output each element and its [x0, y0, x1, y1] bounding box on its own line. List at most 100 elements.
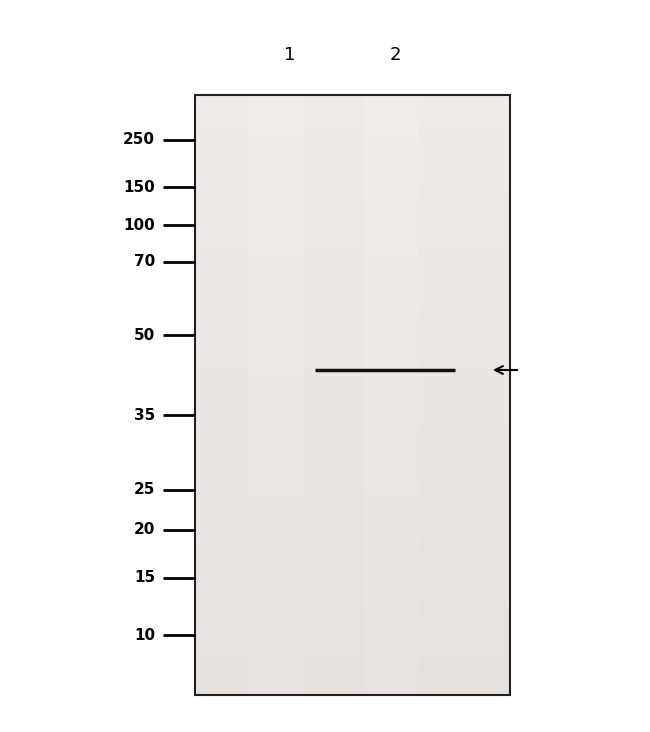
- Bar: [195, 201, 510, 203]
- Bar: [195, 667, 510, 669]
- Bar: [195, 583, 510, 585]
- Bar: [195, 193, 510, 195]
- Bar: [248, 387, 302, 389]
- Bar: [195, 183, 510, 185]
- Bar: [195, 615, 510, 617]
- Bar: [248, 357, 302, 359]
- Bar: [363, 539, 417, 541]
- Bar: [195, 153, 510, 155]
- Text: 35: 35: [134, 408, 155, 422]
- Bar: [248, 147, 302, 149]
- Bar: [195, 311, 510, 313]
- Bar: [195, 661, 510, 663]
- Bar: [195, 283, 510, 285]
- Bar: [363, 329, 417, 331]
- Bar: [195, 417, 510, 419]
- Bar: [363, 395, 417, 397]
- Bar: [363, 597, 417, 599]
- Bar: [195, 189, 510, 191]
- Bar: [363, 397, 417, 399]
- Bar: [363, 353, 417, 355]
- Text: 25: 25: [134, 482, 155, 498]
- Bar: [363, 187, 417, 189]
- Bar: [195, 571, 510, 573]
- Bar: [195, 139, 510, 141]
- Bar: [363, 683, 417, 685]
- Bar: [363, 431, 417, 433]
- Bar: [195, 607, 510, 609]
- Bar: [195, 435, 510, 437]
- Bar: [248, 297, 302, 299]
- Bar: [248, 511, 302, 513]
- Bar: [363, 671, 417, 673]
- Bar: [363, 285, 417, 287]
- Bar: [195, 645, 510, 647]
- Bar: [248, 519, 302, 521]
- Bar: [248, 103, 302, 105]
- Bar: [363, 627, 417, 629]
- Bar: [195, 539, 510, 541]
- Bar: [195, 397, 510, 399]
- Bar: [248, 333, 302, 335]
- Bar: [248, 455, 302, 457]
- Bar: [195, 619, 510, 621]
- Bar: [195, 579, 510, 581]
- Bar: [195, 357, 510, 359]
- Bar: [363, 201, 417, 203]
- Bar: [248, 597, 302, 599]
- Bar: [195, 329, 510, 331]
- Bar: [195, 689, 510, 691]
- Bar: [248, 579, 302, 581]
- Bar: [363, 225, 417, 227]
- Bar: [195, 679, 510, 681]
- Bar: [363, 449, 417, 451]
- Bar: [363, 163, 417, 165]
- Bar: [248, 201, 302, 203]
- Bar: [363, 459, 417, 461]
- Bar: [195, 151, 510, 153]
- Bar: [248, 283, 302, 285]
- Bar: [248, 117, 302, 119]
- Bar: [248, 461, 302, 463]
- Bar: [195, 271, 510, 273]
- Bar: [248, 243, 302, 245]
- Bar: [363, 541, 417, 543]
- Bar: [248, 479, 302, 481]
- Bar: [195, 459, 510, 461]
- Bar: [195, 573, 510, 575]
- Bar: [248, 631, 302, 633]
- Bar: [363, 349, 417, 351]
- Bar: [248, 433, 302, 435]
- Bar: [363, 153, 417, 155]
- Bar: [195, 127, 510, 129]
- Bar: [195, 211, 510, 213]
- Bar: [363, 199, 417, 201]
- Bar: [363, 589, 417, 591]
- Bar: [363, 261, 417, 263]
- Bar: [195, 415, 510, 417]
- Bar: [248, 563, 302, 565]
- Bar: [195, 263, 510, 265]
- Bar: [363, 387, 417, 389]
- Bar: [363, 649, 417, 651]
- Bar: [363, 419, 417, 421]
- Bar: [248, 457, 302, 459]
- Bar: [248, 339, 302, 341]
- Bar: [248, 383, 302, 385]
- Bar: [195, 333, 510, 335]
- Bar: [248, 179, 302, 181]
- Bar: [248, 451, 302, 453]
- Bar: [248, 221, 302, 223]
- Bar: [248, 323, 302, 325]
- Bar: [195, 587, 510, 589]
- Bar: [363, 345, 417, 347]
- Bar: [363, 247, 417, 249]
- Bar: [363, 235, 417, 237]
- Bar: [363, 517, 417, 519]
- Bar: [363, 557, 417, 559]
- Bar: [363, 111, 417, 113]
- Bar: [363, 155, 417, 157]
- Bar: [248, 439, 302, 441]
- Bar: [195, 659, 510, 661]
- Bar: [248, 185, 302, 187]
